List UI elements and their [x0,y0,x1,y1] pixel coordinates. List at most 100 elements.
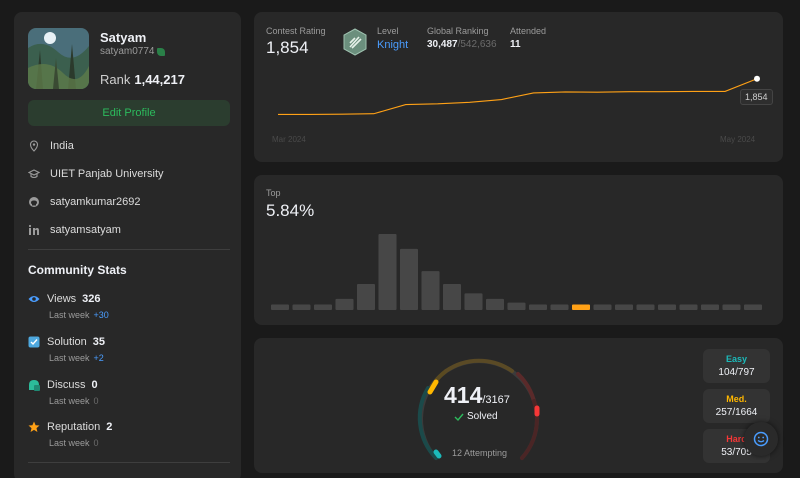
stat-reputation: Reputation 2 Last week 0 [28,421,228,448]
github-row[interactable]: satyamkumar2692 [28,196,141,208]
username-text: satyam0774 [100,46,155,57]
stat-label: Discuss [47,379,86,391]
github-icon [29,197,39,207]
github-text[interactable]: satyamkumar2692 [50,196,141,208]
stat-value: 326 [82,293,101,305]
bar[interactable] [357,284,375,310]
bar[interactable] [701,304,719,310]
bar[interactable] [271,304,289,310]
difficulty-medium[interactable]: Med. 257/1664 [703,389,770,423]
solved-progress-ring [417,358,540,460]
checkbox-icon [28,336,40,348]
easy-label: Easy [725,354,748,364]
stat-value: 0 [91,379,98,391]
discuss-icon [28,379,40,391]
rank-row: Rank 1,44,217 [100,72,185,87]
rank-label: Rank [100,72,131,87]
top-bar-chart[interactable] [254,175,783,325]
rating-tooltip: 1,854 [740,89,773,105]
solved-label: Solved [467,411,498,422]
bar[interactable] [658,304,676,310]
graduation-cap-icon [28,169,40,179]
contest-rating-value: 1,854 [266,38,309,57]
stat-sub: Last week [49,353,90,363]
bar[interactable] [744,304,762,310]
bar[interactable] [378,234,397,310]
knight-badge-icon [342,28,368,56]
bar[interactable] [679,304,698,310]
bar[interactable] [722,304,741,310]
edit-profile-button[interactable]: Edit Profile [28,100,230,126]
stat-sub: Last week [49,310,90,320]
rating-line-chart[interactable] [254,12,783,162]
medium-value: 257/1664 [715,407,758,418]
bar-highlighted[interactable] [572,304,590,310]
location-icon [29,140,39,152]
level-value: Knight [377,39,409,51]
linkedin-icon [28,224,39,235]
location-row: India [28,140,74,152]
solved-number: 414 [444,382,483,408]
attended-label: Attended [510,26,547,36]
bar[interactable] [443,284,461,310]
bar[interactable] [292,304,311,310]
hard-label: Hard [726,434,747,444]
stat-value: 2 [106,421,113,433]
bar[interactable] [421,271,440,310]
hard-value: 53/705 [721,447,752,458]
top-label: Top [266,188,281,198]
stat-delta: +30 [93,310,109,320]
rating-point-latest[interactable] [754,75,760,82]
bar[interactable] [550,304,569,310]
stat-value: 35 [92,336,106,348]
bar[interactable] [636,304,655,310]
solved-card: 414/3167 Solved 12 Attempting Easy 104/7… [254,338,783,473]
star-icon [28,421,40,433]
feedback-chat-button[interactable] [744,422,778,456]
bar[interactable] [507,302,526,310]
difficulty-easy[interactable]: Easy 104/797 [703,349,770,383]
eye-icon [28,293,40,305]
divider [28,249,230,250]
school-text: UIET Panjab University [50,168,164,180]
rank-value: 1,44,217 [134,72,185,87]
solved-label-row: Solved [454,411,498,422]
linkedin-row[interactable]: satyamsatyam [28,224,121,236]
school-row: UIET Panjab University [28,168,164,180]
location-text: India [50,140,74,152]
contest-rating-label: Contest Rating [266,26,326,36]
bar[interactable] [615,304,633,310]
tag-icon [157,47,166,56]
stat-sub: Last week [49,438,90,448]
bar[interactable] [593,304,612,310]
linkedin-text[interactable]: satyamsatyam [50,224,121,236]
divider [28,462,230,463]
attempting-text: 12 Attempting [452,448,508,458]
profile-username: satyam0774 [100,46,166,57]
profile-name: Satyam [100,30,147,45]
bar[interactable] [529,304,547,310]
stat-delta: 0 [93,438,99,448]
stat-delta: +2 [93,353,104,363]
community-stats-title: Community Stats [28,263,127,277]
global-ranking: 30,487/542,636 [427,39,497,50]
bar[interactable] [335,298,354,310]
top-value: 5.84% [266,201,315,220]
check-icon [454,413,464,421]
bar[interactable] [486,298,504,310]
x-axis-end: May 2024 [720,135,756,144]
stat-label: Reputation [47,421,101,433]
bar[interactable] [464,293,483,310]
attended-value: 11 [510,39,521,50]
rating-line [278,78,758,116]
solved-total: /3167 [482,394,510,406]
bar[interactable] [314,304,332,310]
top-percent-card: Top 5.84% [254,175,783,325]
solved-count: 414/3167 [444,382,510,409]
stat-label: Solution [47,336,87,348]
medium-label: Med. [726,394,747,404]
bar[interactable] [400,248,418,310]
avatar[interactable] [28,28,89,89]
level-label: Level [377,26,399,36]
stat-label: Views [47,293,77,305]
